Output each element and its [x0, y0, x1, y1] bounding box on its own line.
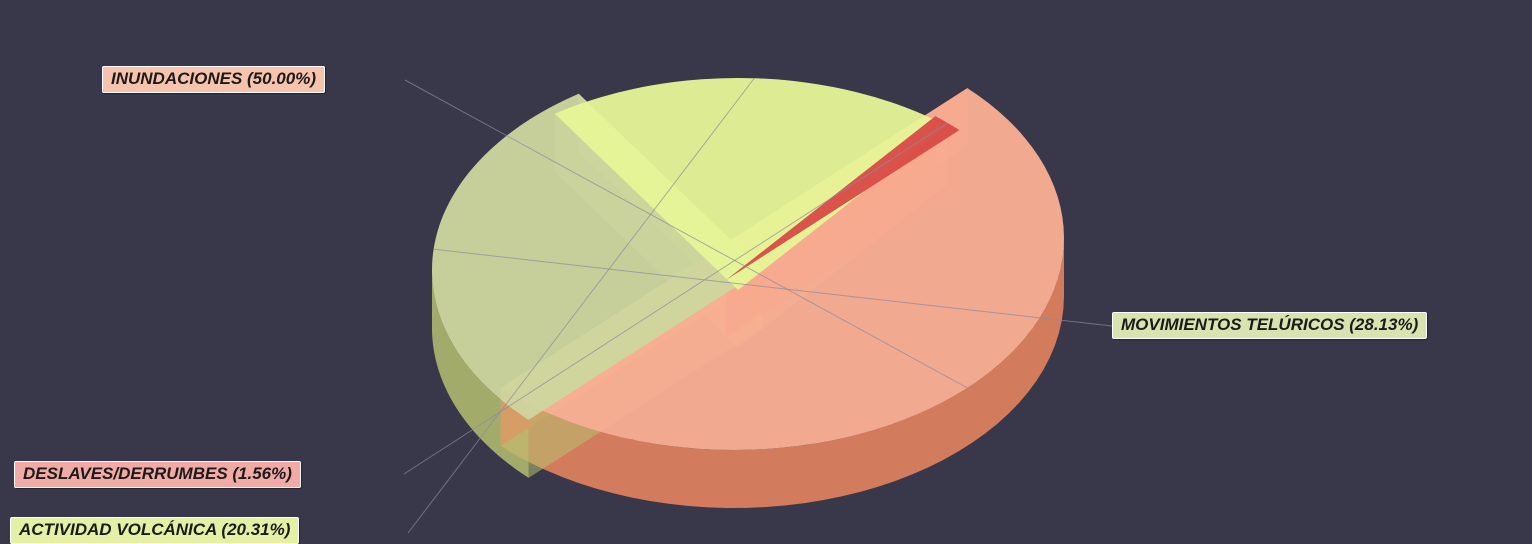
leader-line-actividad-volcanica: [407, 77, 755, 534]
slice-label-movimientos-teluricos: MOVIMIENTOS TELÚRICOS (28.13%): [1112, 312, 1428, 339]
slice-label-inundaciones: INUNDACIONES (50.00%): [102, 66, 325, 93]
slice-top-deslaves-derrumbes: [726, 116, 960, 280]
slice-top-movimientos-teluricos: [431, 93, 762, 420]
leader-line-deslaves-derrumbes: [403, 122, 948, 475]
slice-label-deslaves-derrumbes: DESLAVES/DERRUMBES (1.56%): [14, 461, 301, 488]
leader-line-movimientos-teluricos: [433, 248, 1113, 327]
pie-tops: [431, 78, 1064, 451]
slice-side-inundaciones: [500, 238, 1064, 508]
slice-label-actividad-volcanica: ACTIVIDAD VOLCÁNICA (20.31%): [10, 517, 300, 544]
leader-line-inundaciones: [404, 79, 968, 389]
slice-top-inundaciones: [500, 88, 1064, 451]
slice-top-actividad-volcanica: [554, 78, 948, 291]
